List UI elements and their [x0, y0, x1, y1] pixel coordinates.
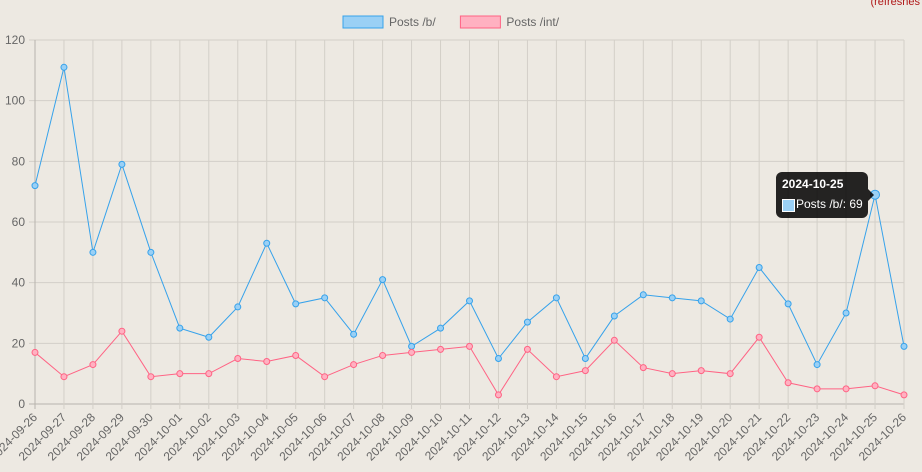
data-point	[755, 333, 763, 341]
data-point	[321, 294, 329, 302]
data-point	[205, 370, 213, 378]
data-point	[900, 391, 908, 399]
data-point	[813, 385, 821, 393]
data-point	[118, 160, 126, 168]
data-point	[234, 303, 242, 311]
data-point	[581, 355, 589, 362]
data-point	[408, 342, 416, 350]
data-point	[466, 342, 473, 350]
tooltip-title: 2024-10-25	[782, 177, 844, 191]
data-point	[552, 373, 560, 381]
y-tick-label: 20	[12, 336, 26, 350]
data-point	[118, 327, 126, 335]
legend: Posts /b/Posts /int/	[342, 15, 560, 29]
data-point	[89, 248, 97, 256]
data-point	[408, 348, 416, 356]
data-point	[900, 342, 908, 350]
data-point	[437, 324, 445, 332]
x-axis-ticks: 2024-09-262024-09-272024-09-282024-09-29…	[0, 410, 909, 464]
legend-label-1: Posts /int/	[506, 15, 559, 29]
data-point	[147, 248, 155, 256]
data-point	[639, 291, 647, 299]
data-point	[842, 309, 850, 317]
y-tick-label: 100	[5, 94, 25, 108]
data-point	[494, 391, 502, 399]
data-point	[842, 385, 850, 393]
tooltip-label: Posts /b/: 69	[796, 197, 863, 211]
data-point	[60, 63, 68, 71]
tooltip-swatch	[782, 199, 795, 212]
data-point	[350, 361, 358, 369]
data-point	[871, 382, 879, 390]
y-tick-label: 120	[5, 33, 25, 47]
data-point	[581, 367, 589, 375]
data-point	[726, 370, 734, 378]
data-point	[523, 318, 531, 326]
data-point	[379, 351, 387, 359]
data-point	[437, 345, 445, 353]
y-axis-ticks: 0 20 40 60 80 100 120	[5, 33, 25, 411]
data-point	[755, 264, 763, 271]
data-point	[668, 370, 676, 378]
y-tick-label: 60	[12, 215, 26, 229]
data-point	[89, 361, 97, 369]
data-point	[726, 315, 734, 323]
y-tick-label: 0	[18, 397, 25, 411]
chart-grid	[29, 39, 905, 409]
data-point	[60, 373, 68, 381]
data-point	[697, 297, 705, 305]
data-point	[784, 300, 792, 308]
tooltip-caret	[868, 189, 874, 201]
data-point	[523, 345, 531, 353]
data-point	[292, 351, 300, 359]
data-point	[350, 330, 358, 338]
data-point	[292, 300, 300, 308]
data-point	[234, 355, 242, 362]
legend-swatch-1	[459, 15, 501, 29]
data-point	[263, 239, 271, 247]
chart-tooltip: 2024-10-25 Posts /b/: 69	[776, 172, 874, 218]
data-point	[31, 348, 39, 356]
data-point	[321, 373, 329, 381]
data-point	[552, 294, 560, 302]
data-point	[176, 324, 184, 332]
y-tick-label: 40	[12, 276, 26, 290]
data-point	[784, 379, 792, 387]
data-point	[639, 364, 647, 372]
data-point	[494, 355, 502, 362]
data-point	[31, 182, 39, 190]
y-tick-label: 80	[12, 154, 26, 168]
data-point	[379, 276, 387, 284]
data-point	[610, 312, 618, 320]
data-point	[668, 294, 676, 302]
data-point	[147, 373, 155, 381]
data-point	[205, 333, 213, 341]
data-point	[813, 361, 821, 369]
data-point	[697, 367, 705, 375]
data-point	[176, 370, 184, 378]
data-point	[466, 297, 473, 305]
legend-swatch-0	[342, 15, 384, 29]
data-point	[610, 336, 618, 344]
legend-label-0: Posts /b/	[389, 15, 436, 29]
data-point	[263, 358, 271, 366]
refresh-note: (refreshes	[870, 0, 920, 8]
